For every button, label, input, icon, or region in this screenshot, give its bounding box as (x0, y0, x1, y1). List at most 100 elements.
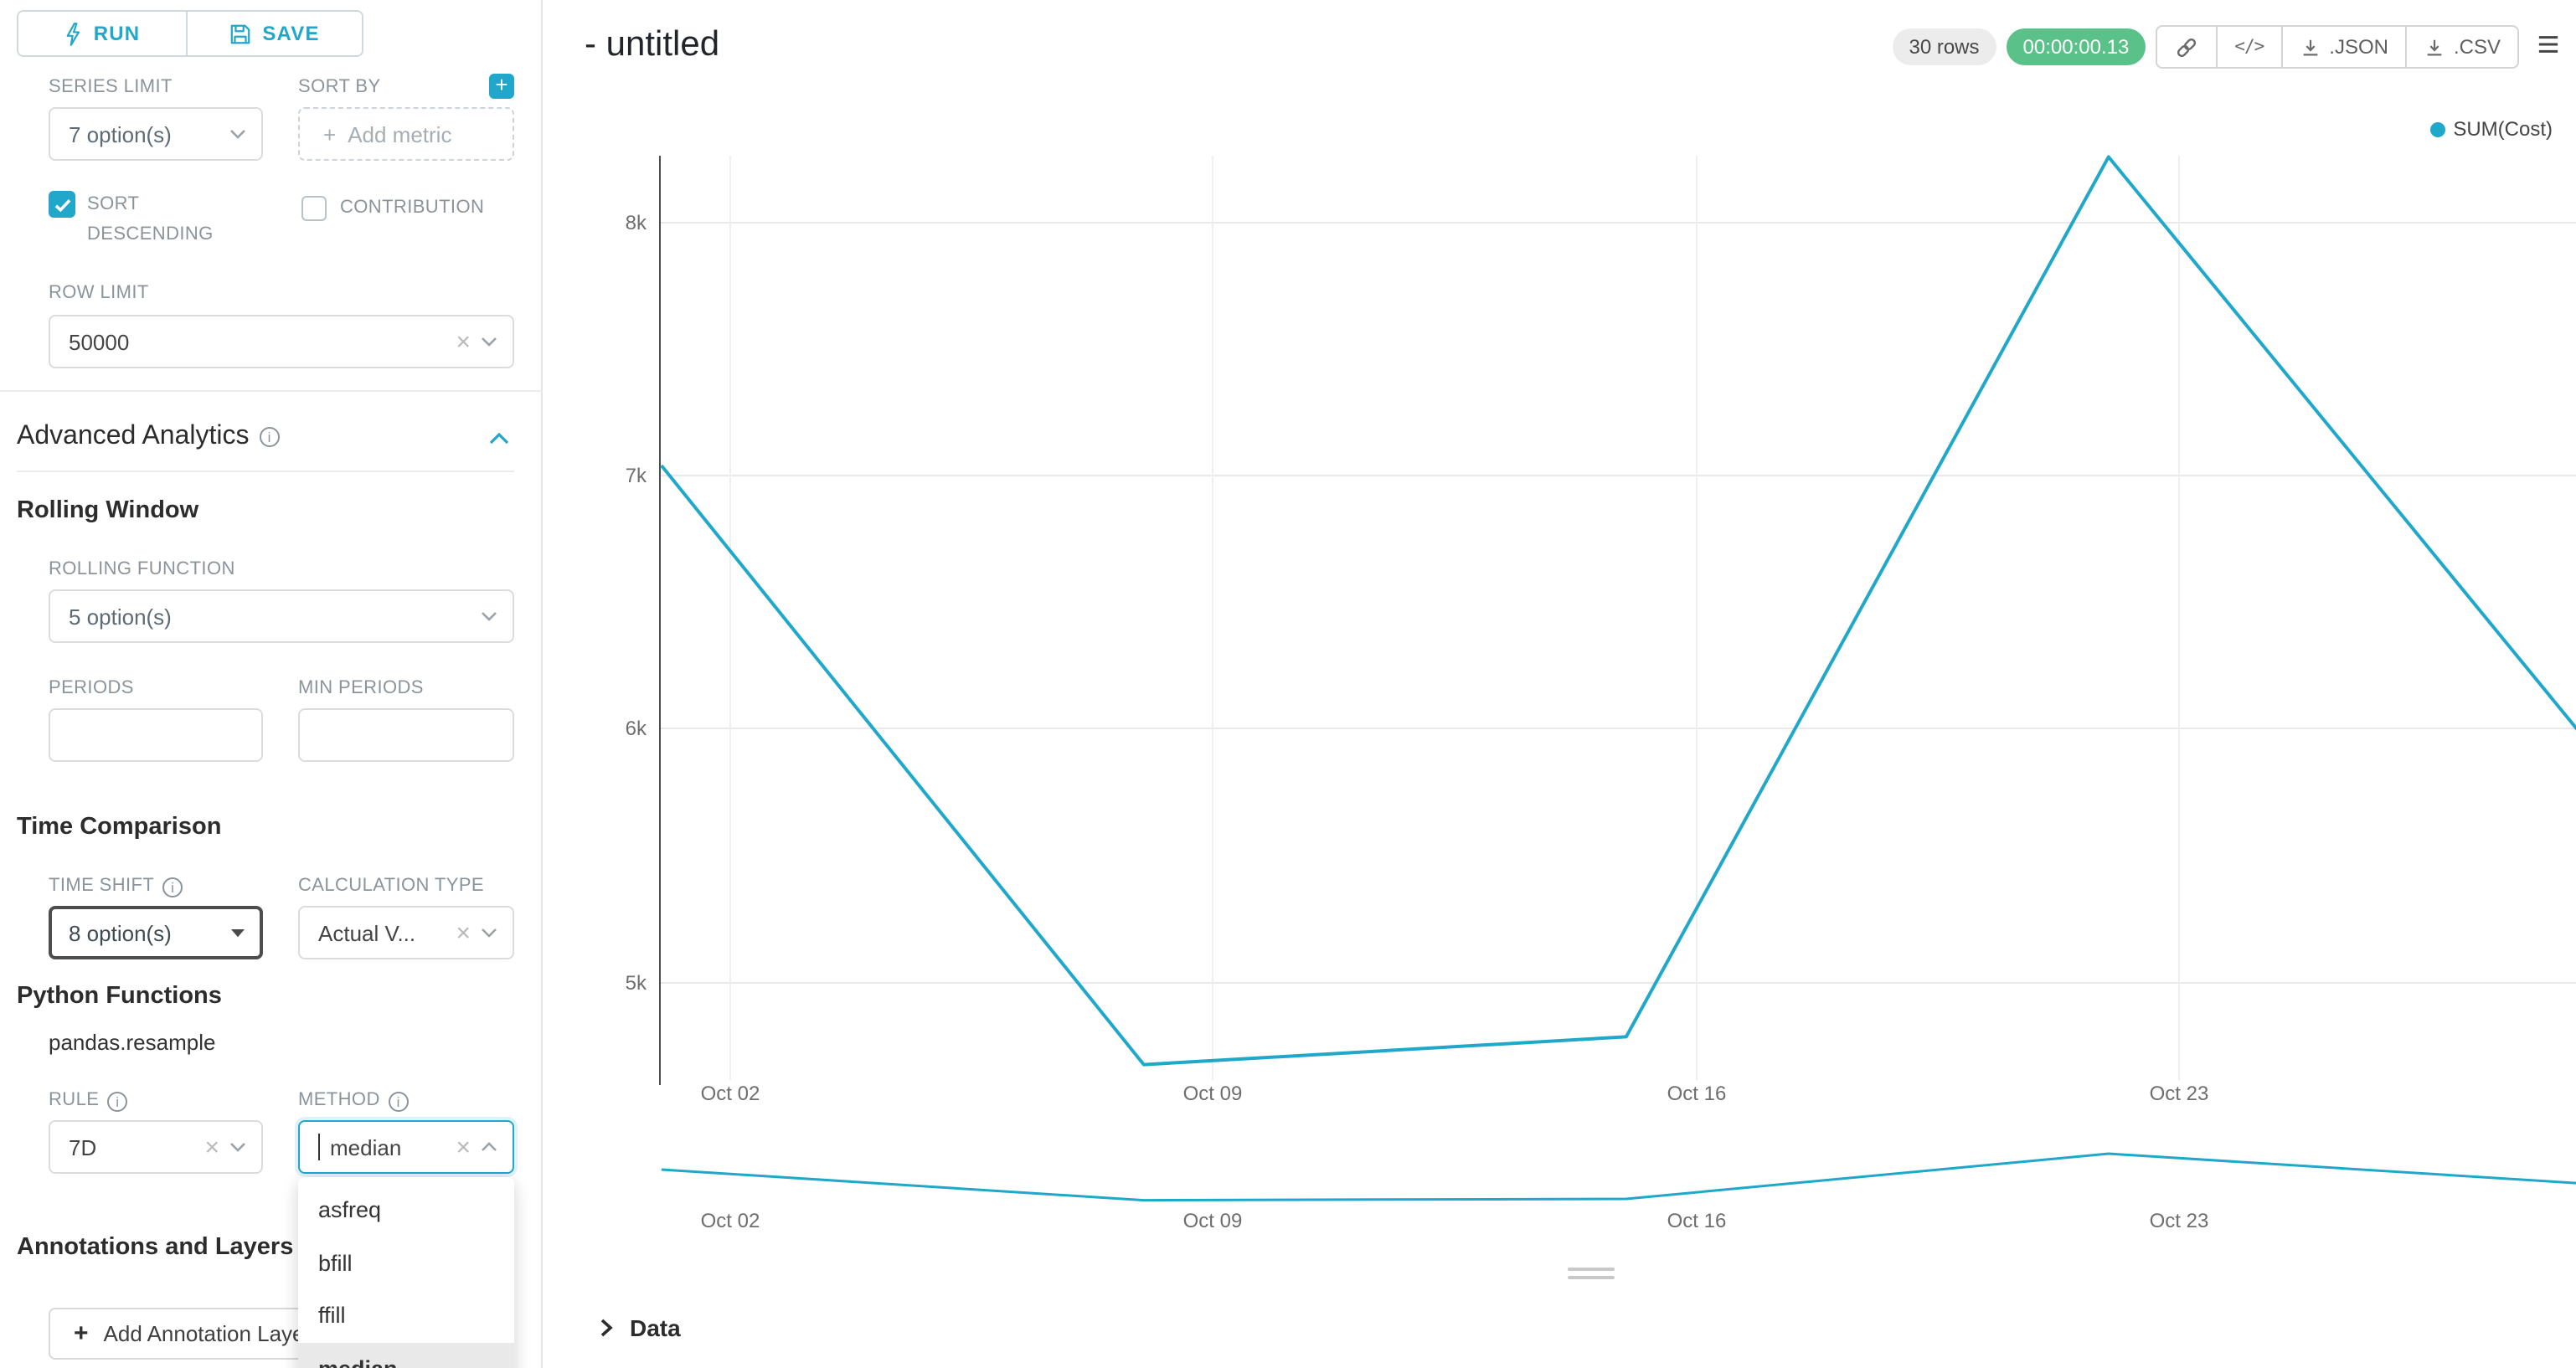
export-json-button[interactable]: .JSON (2280, 25, 2407, 69)
y-tick-label: 5k (626, 972, 647, 995)
periods-label: PERIODS (49, 678, 134, 698)
run-label: RUN (93, 22, 141, 45)
periods-input[interactable] (49, 708, 263, 762)
section-divider (0, 390, 543, 392)
contribution-label: CONTRIBUTION (340, 198, 485, 218)
clear-icon[interactable]: × (204, 1133, 219, 1161)
download-icon (2427, 39, 2442, 55)
save-icon (229, 23, 250, 44)
row-limit-label: ROW LIMIT (49, 283, 149, 303)
rolling-function-value: 5 option(s) (69, 604, 172, 629)
clear-icon[interactable]: × (456, 327, 471, 356)
info-icon: i (259, 427, 280, 447)
add-metric-box[interactable]: + Add metric (298, 107, 514, 161)
series-limit-label: SERIES LIMIT (49, 77, 173, 97)
method-label: METHOD i (298, 1090, 409, 1112)
rule-value: 7D (69, 1134, 97, 1160)
save-button[interactable]: SAVE (185, 12, 362, 55)
copy-link-button[interactable] (2156, 25, 2218, 69)
legend-label: SUM(Cost) (2453, 117, 2553, 141)
row-limit-select[interactable]: 50000 × (49, 315, 514, 368)
pandas-resample-label: pandas.resample (49, 1030, 216, 1055)
add-metric-placeholder: Add metric (348, 121, 452, 147)
add-annotation-label: Add Annotation Layer (103, 1321, 312, 1346)
menu-item-bfill[interactable]: bfill (318, 1250, 353, 1276)
header-divider (17, 471, 514, 472)
code-icon: </> (2234, 37, 2264, 57)
legend[interactable]: SUM(Cost) (2429, 117, 2553, 141)
series-limit-select[interactable]: 7 option(s) (49, 107, 263, 161)
collapse-chevron-up-icon[interactable] (487, 432, 511, 445)
time-shift-label: TIME SHIFT i (49, 876, 183, 897)
series-line (660, 155, 2576, 1067)
rolling-function-select[interactable]: 5 option(s) (49, 589, 514, 643)
chevron-down-icon (230, 130, 245, 139)
method-select[interactable]: median × (298, 1120, 514, 1174)
calculation-type-value: Actual V... (318, 920, 416, 945)
resize-handle[interactable] (1568, 1268, 1615, 1284)
chevron-right-icon (600, 1319, 613, 1337)
series-limit-value: 7 option(s) (69, 121, 172, 147)
info-icon: i (388, 1091, 409, 1111)
x-tick-label: Oct 23 (2150, 1083, 2209, 1105)
mini-x-tick-label: Oct 09 (1183, 1210, 1243, 1232)
advanced-analytics-header: Advanced Analytics i (17, 422, 280, 452)
chart-title: - untitled (585, 25, 720, 64)
x-tick-label: Oct 02 (701, 1083, 760, 1105)
chevron-up-icon (482, 1142, 497, 1151)
hamburger-icon (2538, 36, 2558, 53)
chevron-down-icon (230, 1143, 245, 1152)
x-tick-label: Oct 09 (1183, 1083, 1243, 1105)
row-limit-value: 50000 (69, 329, 130, 354)
info-icon: i (162, 877, 183, 897)
clear-icon[interactable]: × (456, 1133, 471, 1161)
data-panel-toggle[interactable]: Data (600, 1314, 681, 1341)
contribution-checkbox[interactable] (301, 196, 327, 221)
time-shift-value: 8 option(s) (69, 920, 172, 945)
download-icon (2302, 39, 2317, 55)
legend-dot (2429, 121, 2445, 136)
mini-x-tick-label: Oct 16 (1667, 1210, 1727, 1232)
time-shift-select[interactable]: 8 option(s) (49, 906, 263, 959)
more-menu-button[interactable] (2529, 30, 2568, 64)
menu-item-asfreq[interactable]: asfreq (318, 1197, 382, 1223)
advanced-analytics-title: Advanced Analytics (17, 422, 250, 450)
mini-x-tick-label: Oct 02 (701, 1210, 760, 1232)
calculation-type-select[interactable]: Actual V... × (298, 906, 514, 959)
query-timer-badge: 00:00:00.13 (2006, 28, 2146, 65)
row-count-badge: 30 rows (1892, 28, 1996, 65)
annotations-title: Annotations and Layers (17, 1234, 294, 1261)
save-label: SAVE (262, 22, 320, 45)
caret-down-icon (231, 929, 245, 938)
menu-item-ffill[interactable]: ffill (318, 1303, 346, 1329)
run-button[interactable]: RUN (18, 12, 186, 55)
clear-icon[interactable]: × (456, 918, 471, 947)
y-tick-label: 7k (626, 465, 647, 487)
line-chart: 8k 7k 6k 5k Oct 02 Oct 02 Oct 09 Oct 09 Oct 16 Oc… (626, 155, 2576, 1232)
mini-x-tick-label: Oct 23 (2150, 1210, 2209, 1232)
rolling-window-title: Rolling Window (17, 497, 199, 524)
calculation-type-label: CALCULATION TYPE (298, 876, 484, 896)
method-value: median (330, 1134, 402, 1160)
plus-icon: + (74, 1319, 89, 1348)
chevron-down-icon (482, 612, 497, 621)
check-icon (54, 198, 70, 212)
method-options-menu: asfreq bfill ffill median (298, 1177, 514, 1368)
add-metric-plus-button[interactable]: + (489, 73, 514, 99)
rolling-function-label: ROLLING FUNCTION (49, 559, 235, 579)
rule-select[interactable]: 7D × (49, 1120, 263, 1174)
min-periods-input[interactable] (298, 708, 514, 762)
min-periods-label: MIN PERIODS (298, 678, 424, 698)
control-panel: RUN SAVE SERIES LIMIT 7 option(s) SORT B… (0, 0, 543, 1368)
plus-icon: + (323, 121, 337, 147)
time-comparison-title: Time Comparison (17, 814, 222, 841)
menu-item-median[interactable]: median (298, 1342, 514, 1368)
sort-descending-checkbox[interactable] (49, 191, 75, 218)
view-query-button[interactable]: </> (2216, 25, 2283, 69)
sort-descending-label: SORT DESCENDING (87, 194, 214, 244)
python-functions-title: Python Functions (17, 983, 222, 1010)
link-icon (2177, 37, 2197, 57)
export-csv-button[interactable]: .CSV (2404, 25, 2519, 69)
data-panel-label: Data (630, 1314, 681, 1341)
